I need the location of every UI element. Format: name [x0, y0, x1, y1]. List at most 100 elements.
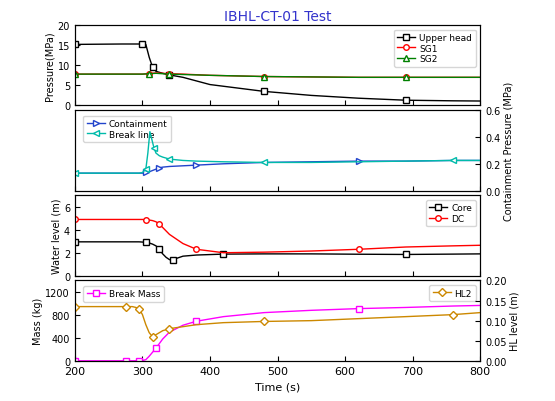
HL2	[129, 304, 135, 309]
Break Mass	[159, 337, 166, 342]
Core	[153, 244, 159, 249]
Break Mass	[193, 319, 200, 324]
Containment	[153, 167, 159, 172]
Upper head	[149, 66, 156, 71]
Break line	[220, 160, 227, 165]
Upper head	[122, 43, 129, 47]
Break Mass	[308, 308, 315, 313]
HL2	[220, 320, 227, 325]
Upper head	[402, 99, 409, 103]
Core	[139, 240, 146, 245]
Upper head	[355, 97, 362, 101]
Upper head	[72, 43, 78, 48]
Containment	[450, 159, 456, 164]
Break Mass	[118, 358, 124, 363]
DC	[477, 243, 483, 248]
Containment	[136, 171, 143, 176]
HL2	[143, 322, 149, 327]
Break line	[193, 159, 200, 164]
Upper head	[143, 43, 149, 48]
Core	[477, 252, 483, 257]
Break line	[150, 146, 157, 151]
DC	[450, 244, 456, 249]
SG1	[159, 72, 166, 77]
Break line	[166, 157, 173, 162]
DC	[72, 217, 78, 222]
Core	[136, 240, 143, 245]
Upper head	[206, 83, 213, 88]
SG2	[477, 76, 483, 81]
SG1	[402, 76, 409, 81]
Break line	[139, 171, 146, 176]
Break Mass	[146, 354, 153, 359]
Containment	[180, 164, 186, 169]
SG2	[72, 73, 78, 77]
Break line	[149, 138, 155, 143]
SG2	[139, 73, 146, 77]
Break Mass	[143, 357, 149, 362]
HL2	[477, 310, 483, 315]
Containment	[355, 159, 362, 164]
DC	[119, 217, 125, 222]
DC	[193, 247, 200, 252]
SG1	[72, 73, 78, 77]
SG1	[180, 73, 186, 77]
Line: SG1: SG1	[72, 71, 483, 81]
Upper head	[477, 99, 483, 104]
SG2	[402, 76, 409, 81]
Core	[193, 253, 200, 258]
Core	[402, 252, 409, 257]
Core	[355, 252, 362, 257]
Break line	[147, 130, 153, 135]
Break Mass	[180, 323, 186, 328]
SG2	[146, 72, 153, 77]
Containment	[166, 165, 173, 170]
DC	[159, 225, 166, 230]
DC	[143, 218, 149, 223]
Core	[173, 256, 180, 261]
Y-axis label: HL level (m): HL level (m)	[509, 291, 519, 350]
Upper head	[180, 76, 186, 81]
Containment	[308, 160, 315, 165]
Core	[261, 252, 268, 257]
Upper head	[166, 73, 173, 78]
HL2	[136, 306, 143, 311]
Containment	[477, 159, 483, 164]
SG2	[153, 72, 159, 77]
HL2	[261, 319, 268, 324]
Core	[163, 255, 169, 260]
X-axis label: Time (s): Time (s)	[255, 381, 300, 391]
Break line	[119, 171, 125, 176]
SG1	[119, 73, 125, 77]
Break Mass	[129, 358, 135, 363]
HL2	[122, 304, 129, 309]
Core	[220, 252, 227, 257]
SG2	[166, 73, 173, 77]
Line: Core: Core	[72, 239, 483, 263]
Y-axis label: Water level (m): Water level (m)	[51, 198, 61, 273]
SG2	[159, 72, 166, 77]
SG2	[119, 73, 125, 77]
Containment	[159, 165, 166, 170]
HL2	[450, 312, 456, 317]
Containment	[72, 171, 78, 176]
SG2	[355, 76, 362, 81]
Core	[180, 254, 186, 259]
Upper head	[119, 43, 125, 47]
Y-axis label: Mass (kg): Mass (kg)	[33, 297, 43, 344]
HL2	[153, 332, 159, 337]
Y-axis label: Containment Pressure (MPa): Containment Pressure (MPa)	[503, 81, 513, 221]
SG1	[153, 71, 159, 76]
Line: Break Mass: Break Mass	[72, 303, 483, 364]
Break Mass	[220, 314, 227, 319]
Legend: Core, DC: Core, DC	[426, 200, 476, 227]
HL2	[139, 312, 146, 317]
Break line	[180, 159, 186, 164]
Break line	[144, 151, 151, 156]
Break Mass	[136, 358, 143, 363]
Break line	[143, 167, 149, 172]
Core	[143, 240, 149, 245]
SG1	[450, 76, 456, 81]
Core	[166, 257, 173, 262]
Core	[156, 247, 163, 252]
